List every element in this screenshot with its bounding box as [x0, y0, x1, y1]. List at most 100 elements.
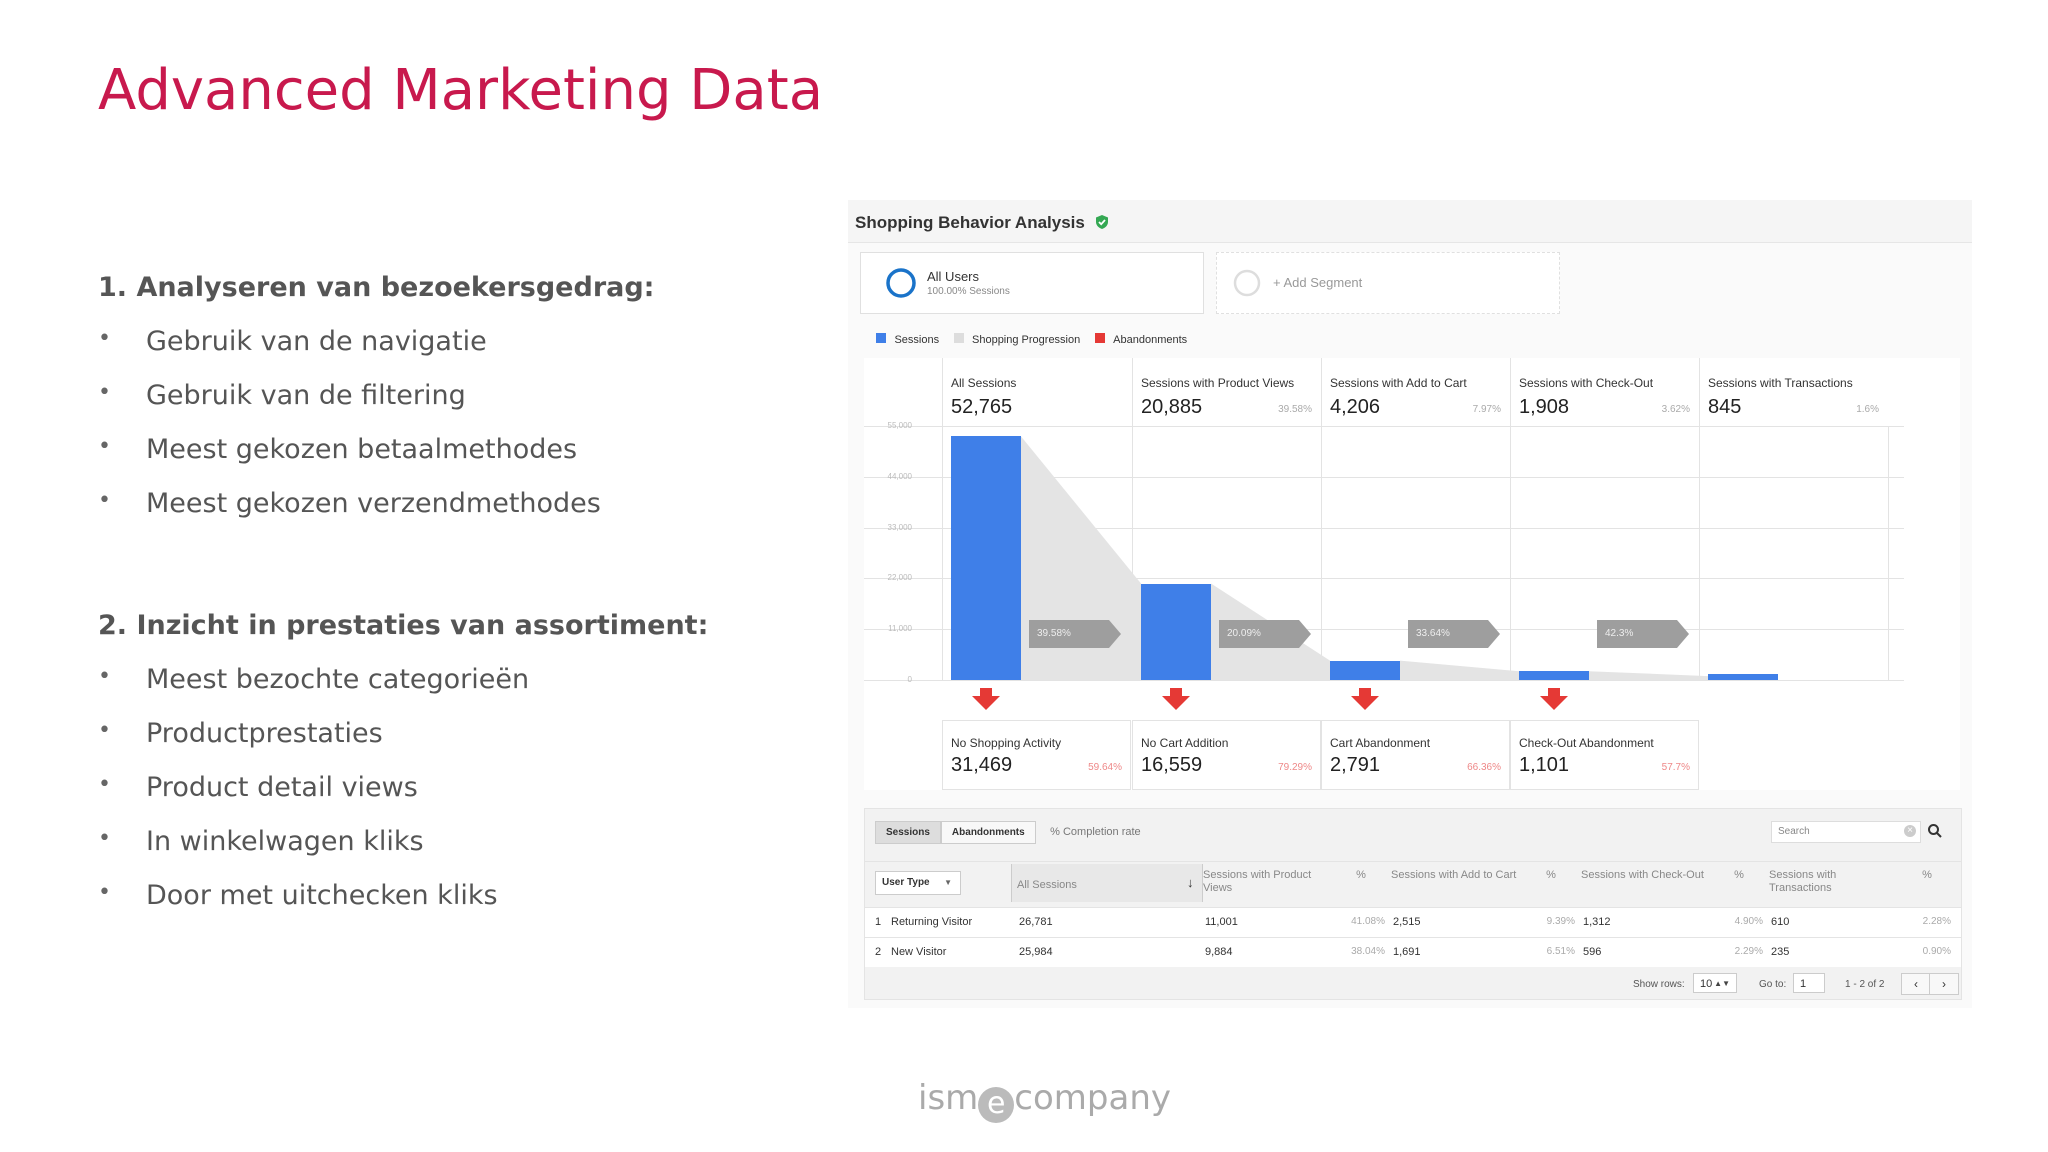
- bullet-text: Door met uitchecken kliks: [146, 880, 498, 911]
- column-header[interactable]: %: [1922, 869, 1932, 881]
- table-cell: 4.90%: [1734, 916, 1763, 927]
- row-dimension-link[interactable]: Returning Visitor: [891, 916, 973, 928]
- table-cell: 1,312: [1583, 916, 1611, 928]
- goto-input[interactable]: 1: [1793, 973, 1825, 993]
- legend-swatch-abandonments: [1094, 333, 1105, 343]
- stage-bar[interactable]: [1708, 674, 1778, 680]
- stage-bar[interactable]: [1330, 660, 1400, 680]
- progression-area: [1021, 436, 1141, 680]
- section1-bullet: • Gebruik van de filtering: [98, 380, 798, 414]
- stage-label: Sessions with Product Views: [1141, 376, 1295, 390]
- stage-pct: 39.58%: [1278, 404, 1312, 415]
- tab-completion-rate[interactable]: % Completion rate: [1050, 826, 1141, 838]
- table-row[interactable]: [865, 907, 1961, 937]
- abandon-value: 16,559: [1141, 754, 1203, 776]
- stage-label: Sessions with Transactions: [1708, 376, 1853, 390]
- abandon-label: No Shopping Activity: [951, 736, 1062, 750]
- column-header[interactable]: %: [1356, 869, 1366, 881]
- progression-arrow: [1408, 620, 1500, 648]
- gridline: [864, 680, 1904, 681]
- dimension-label: User Type: [882, 877, 930, 888]
- column-header[interactable]: Sessions with Product Views: [1203, 869, 1312, 894]
- clear-search-icon[interactable]: ×: [1904, 825, 1916, 837]
- stage-value: 1,908: [1519, 396, 1570, 418]
- segment-all-users[interactable]: All Users 100.00% Sessions: [860, 252, 1204, 314]
- shopping-behavior-panel: Shopping Behavior Analysis All Users 100…: [848, 200, 1972, 1008]
- table-row[interactable]: [865, 937, 1961, 967]
- sorted-column-box: [1011, 864, 1203, 902]
- bullet-text: Product detail views: [146, 772, 418, 803]
- column-divider: [1888, 426, 1889, 680]
- abandon-pct: 66.36%: [1467, 762, 1501, 773]
- abandon-pct: 79.29%: [1278, 762, 1312, 773]
- show-rows-label: Show rows:: [1633, 979, 1685, 990]
- abandon-cell: [942, 720, 1131, 790]
- y-tick-label: 0: [907, 675, 912, 684]
- section2-heading: 2. Inzicht in prestaties van assortiment…: [98, 610, 709, 641]
- bullet-text: Meest gekozen verzendmethodes: [146, 488, 601, 519]
- add-segment-label: + Add Segment: [1273, 275, 1363, 290]
- bullet-text: Gebruik van de navigatie: [146, 326, 487, 357]
- progression-rate: 20.09%: [1227, 628, 1261, 639]
- abandon-arrow-icon: [1351, 688, 1379, 710]
- column-header[interactable]: Sessions with Add to Cart: [1391, 869, 1517, 881]
- table-cell: 2.29%: [1734, 946, 1763, 957]
- ismecompany-logo: ism e company: [918, 1078, 1171, 1123]
- segment-name: All Users: [927, 269, 980, 284]
- search-icon[interactable]: [1927, 823, 1943, 839]
- page-range: 1 - 2 of 2: [1845, 979, 1885, 990]
- column-divider: [1699, 426, 1700, 680]
- bullet-text: Productprestaties: [146, 718, 383, 749]
- table-cell: 0.90%: [1922, 946, 1951, 957]
- row-index: 1: [875, 916, 882, 928]
- row-dimension-link[interactable]: New Visitor: [891, 946, 947, 958]
- next-page-button[interactable]: ›: [1929, 973, 1959, 995]
- show-rows-select[interactable]: 10 ▲▼: [1693, 973, 1737, 993]
- stage-label: Sessions with Add to Cart: [1330, 376, 1467, 390]
- stage-pct: 7.97%: [1472, 404, 1501, 415]
- stage-bar[interactable]: [1519, 671, 1589, 680]
- progression-shading: [972, 436, 1708, 710]
- stage-bar[interactable]: [951, 436, 1021, 680]
- gridline: [864, 476, 1904, 478]
- progression-area: [1400, 660, 1519, 680]
- table-cell: 2,515: [1393, 916, 1421, 928]
- table-cell: 6.51%: [1546, 946, 1575, 957]
- tab-abandonments[interactable]: Abandonments: [940, 821, 1036, 844]
- abandon-arrow-icon: [1162, 688, 1190, 710]
- abandon-pct: 59.64%: [1088, 762, 1122, 773]
- table-cell: 38.04%: [1351, 946, 1385, 957]
- column-header-all-sessions[interactable]: All Sessions: [1017, 879, 1077, 891]
- bullet-dot: •: [98, 380, 111, 405]
- sort-desc-icon[interactable]: ↓: [1187, 875, 1194, 890]
- column-header[interactable]: Sessions with Transactions: [1769, 869, 1837, 894]
- legend-label-sessions: Sessions: [894, 334, 940, 346]
- column-header[interactable]: %: [1546, 869, 1556, 881]
- row-index: 2: [875, 946, 882, 958]
- progression-rate: 42.3%: [1605, 628, 1634, 639]
- y-tick-label: 22,000: [887, 573, 912, 583]
- add-segment-button[interactable]: + Add Segment: [1216, 252, 1560, 314]
- prev-page-button[interactable]: ‹: [1901, 973, 1931, 995]
- abandon-value: 1,101: [1519, 754, 1570, 776]
- column-divider: [942, 426, 943, 680]
- tab-sessions[interactable]: Sessions: [875, 821, 941, 844]
- abandon-label: Cart Abandonment: [1330, 736, 1431, 750]
- stage-pct: 3.62%: [1661, 404, 1690, 415]
- column-divider: [1510, 426, 1511, 680]
- y-tick-label: 44,000: [887, 471, 912, 481]
- legend-swatch-sessions: [876, 333, 886, 343]
- table-cell: 9.39%: [1546, 916, 1575, 927]
- table-cell: 11,001: [1205, 916, 1238, 928]
- table-cell: 2.28%: [1922, 916, 1951, 927]
- stage-value: 845: [1708, 396, 1742, 418]
- segment-ring-icon: [886, 268, 916, 298]
- column-header[interactable]: Sessions with Check-Out: [1581, 869, 1704, 881]
- column-header[interactable]: %: [1734, 869, 1744, 881]
- dimension-select[interactable]: User Type ▼: [875, 871, 961, 895]
- search-input[interactable]: Search ×: [1771, 821, 1921, 843]
- stage-bar[interactable]: [1141, 583, 1211, 680]
- y-tick-label: 33,000: [887, 522, 912, 532]
- bullet-text: Meest bezochte categorieën: [146, 664, 530, 695]
- abandon-cell: [1510, 720, 1699, 790]
